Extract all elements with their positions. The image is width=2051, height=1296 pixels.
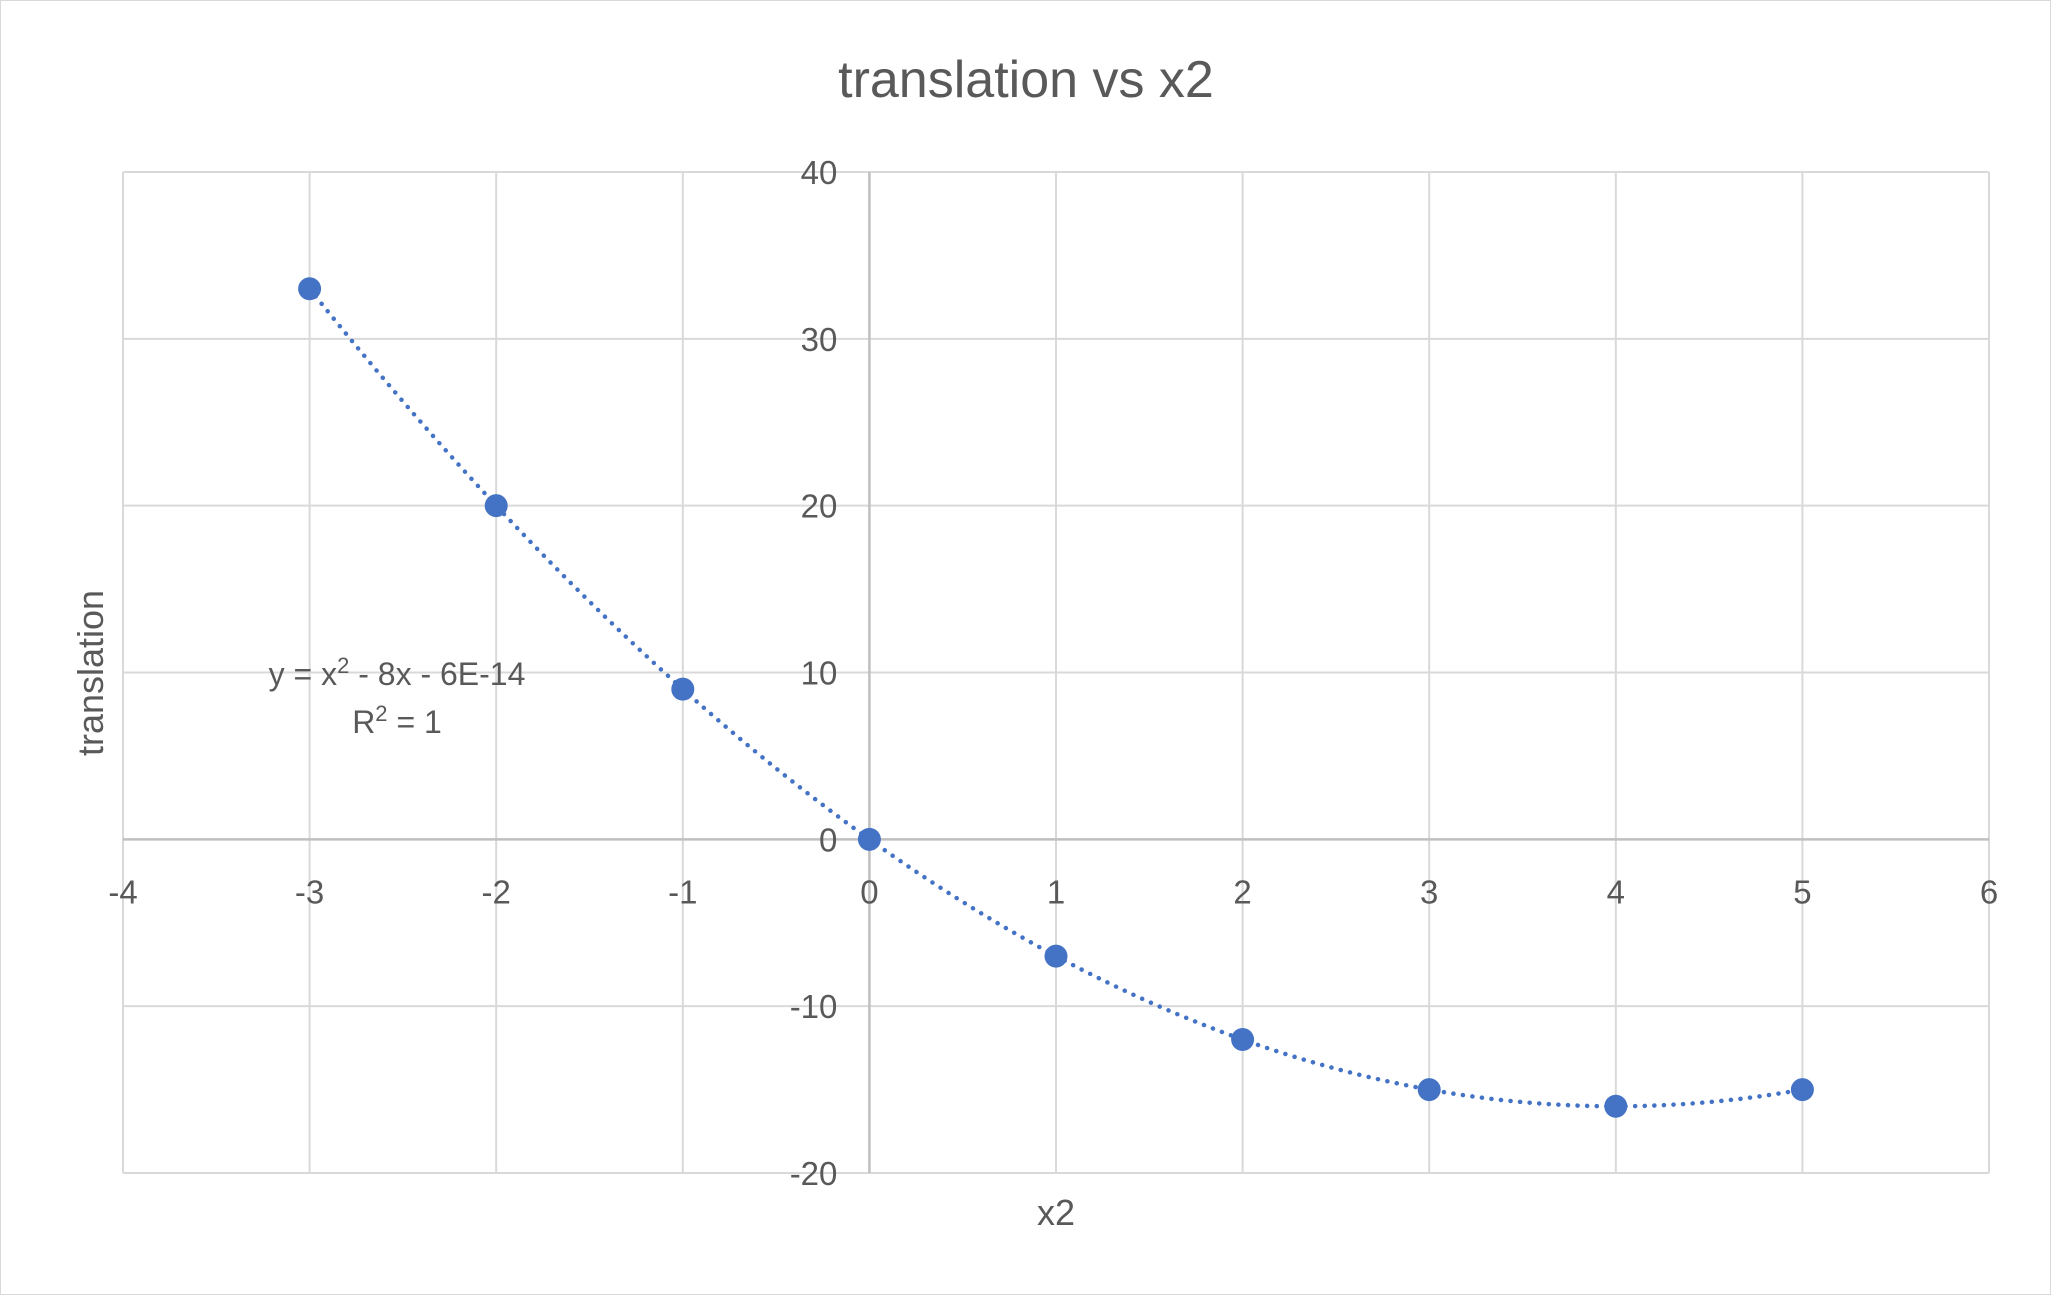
y-tick-label: 30 [801,321,838,358]
data-point [298,277,322,301]
data-point [1790,1078,1814,1102]
r2-lhs: R [352,704,375,740]
data-point [671,677,695,701]
data-points [298,277,1814,1118]
axes [123,172,1989,1173]
equation-lhs: y = x [269,656,337,692]
chart-title: translation vs x2 [838,51,1214,109]
gridlines [122,171,1990,1174]
x-axis-label: x2 [1037,1192,1075,1233]
data-point [1604,1094,1628,1118]
x-tick-label: -3 [295,873,324,910]
y-tick-label: 40 [801,154,838,191]
r2-superscript: 2 [375,701,387,726]
data-point [1231,1028,1255,1052]
equation-superscript: 2 [337,653,349,678]
y-tick-label: 0 [819,821,837,858]
equation-rhs: - 8x - 6E-14 [349,656,525,692]
y-tick-labels: -20 -10 0 10 20 30 40 [790,154,838,1192]
r2-rhs: = 1 [388,704,442,740]
x-tick-label: 2 [1233,873,1251,910]
data-point [1417,1078,1441,1102]
x-tick-label: 6 [1980,873,1998,910]
x-tick-label: 3 [1420,873,1438,910]
y-tick-label: 20 [801,488,838,525]
trendline-equation: y = x2 - 8x - 6E-14 [269,653,526,692]
data-point [1044,944,1068,968]
x-tick-label: -1 [668,873,697,910]
x-tick-label: 0 [860,873,878,910]
trendline-r-squared: R2 = 1 [352,701,442,740]
x-tick-label: 1 [1047,873,1065,910]
y-tick-label: -20 [790,1155,838,1192]
x-tick-label: -4 [108,873,137,910]
y-axis-label: translation [70,590,111,756]
x-tick-label: 5 [1793,873,1811,910]
y-tick-label: -10 [790,988,838,1025]
x-tick-label: -2 [482,873,511,910]
data-point [484,494,508,518]
x-tick-labels: -4 -3 -2 -1 0 1 2 3 4 5 6 [108,873,1998,910]
data-point [857,827,881,851]
x-tick-label: 4 [1607,873,1625,910]
y-tick-label: 10 [801,655,838,692]
